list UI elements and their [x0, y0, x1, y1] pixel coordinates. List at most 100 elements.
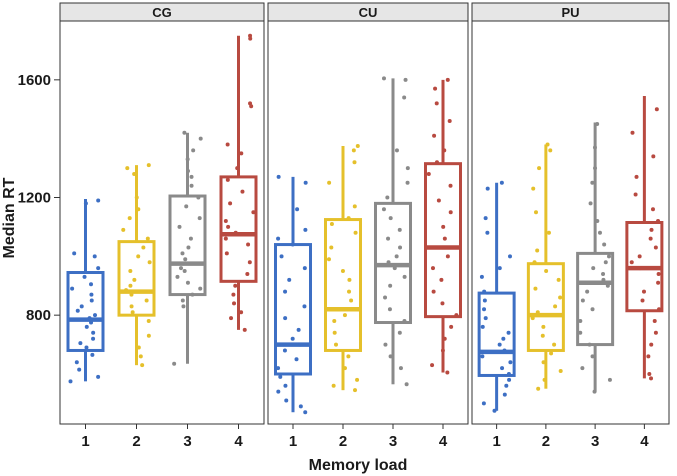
data-point	[353, 388, 358, 393]
facet-strip-label: PU	[561, 5, 579, 20]
data-point	[506, 330, 511, 335]
data-point	[403, 77, 408, 82]
data-point	[545, 142, 550, 147]
data-point	[332, 319, 337, 324]
data-point	[383, 295, 388, 300]
data-point	[481, 401, 486, 406]
data-point	[70, 286, 75, 291]
data-point	[349, 298, 354, 303]
data-point	[480, 324, 485, 329]
data-point	[530, 316, 535, 321]
x-axis-title: Memory load	[309, 457, 408, 474]
data-point	[653, 245, 658, 250]
data-point	[295, 207, 300, 212]
box-cg-4	[219, 33, 258, 332]
data-point	[125, 166, 130, 171]
y-tick-label: 800	[26, 307, 51, 324]
panel-cg: CG 1 2 3 4	[59, 2, 265, 450]
data-point	[605, 283, 610, 288]
box-body	[324, 218, 362, 352]
data-point	[546, 230, 551, 235]
data-point	[239, 310, 244, 315]
data-point	[656, 219, 661, 224]
data-point	[77, 367, 82, 372]
data-point	[601, 277, 606, 282]
data-point	[383, 342, 388, 347]
data-point	[445, 370, 450, 375]
data-point	[556, 277, 561, 282]
data-point	[558, 295, 563, 300]
data-point	[290, 242, 295, 247]
data-point	[84, 345, 89, 350]
data-point	[500, 366, 505, 371]
data-point	[479, 274, 484, 279]
data-point	[72, 251, 77, 256]
data-point	[426, 171, 431, 176]
data-point	[394, 148, 399, 153]
data-point	[198, 136, 203, 141]
data-point	[531, 186, 536, 191]
data-point	[347, 277, 352, 282]
data-point	[536, 386, 541, 391]
box-body	[526, 262, 565, 352]
data-point	[228, 201, 233, 206]
x-tick-label: 1	[289, 433, 297, 450]
data-point	[402, 319, 407, 324]
data-point	[129, 292, 134, 297]
box-pu-2	[526, 142, 565, 391]
panel-background	[267, 20, 469, 425]
data-point	[127, 216, 132, 221]
data-point	[144, 298, 149, 303]
x-tick-label: 1	[81, 433, 89, 450]
data-point	[186, 245, 191, 250]
data-point	[497, 342, 502, 347]
data-point	[392, 266, 397, 271]
data-point	[242, 327, 247, 332]
data-point	[506, 371, 511, 376]
data-point	[633, 192, 638, 197]
data-point	[355, 144, 360, 149]
data-point	[507, 254, 512, 259]
data-point	[502, 348, 507, 353]
box-cu-3	[374, 76, 412, 387]
data-point	[182, 130, 187, 135]
data-point	[497, 266, 502, 271]
data-point	[248, 36, 253, 41]
data-point	[387, 307, 392, 312]
data-point	[381, 207, 386, 212]
data-point	[649, 227, 654, 232]
data-point	[601, 271, 606, 276]
data-point	[342, 313, 347, 318]
data-point	[653, 330, 658, 335]
data-point	[385, 195, 390, 200]
data-point	[302, 304, 307, 309]
data-point	[141, 245, 146, 250]
data-point	[447, 119, 452, 124]
data-point	[592, 389, 597, 394]
data-point	[87, 316, 92, 321]
data-point	[287, 277, 292, 282]
data-point	[448, 210, 453, 215]
data-point	[595, 219, 600, 224]
data-point	[578, 330, 583, 335]
data-point	[540, 333, 545, 338]
data-point	[93, 313, 98, 318]
data-point	[347, 289, 352, 294]
data-point	[240, 189, 245, 194]
data-point	[340, 269, 345, 274]
data-point	[346, 354, 351, 359]
panel-pu: PU 1 2 3 4	[471, 2, 670, 450]
x-tick-label: 3	[591, 433, 599, 450]
data-point	[590, 354, 595, 359]
data-point	[355, 377, 360, 382]
data-point	[190, 292, 195, 297]
data-point	[231, 292, 236, 297]
x-tick-label: 4	[234, 433, 243, 450]
data-point	[402, 95, 407, 100]
data-point	[482, 298, 487, 303]
data-point	[78, 341, 83, 346]
box-cg-1	[66, 198, 105, 384]
data-point	[278, 374, 283, 379]
data-point	[89, 292, 94, 297]
data-point	[656, 280, 661, 285]
